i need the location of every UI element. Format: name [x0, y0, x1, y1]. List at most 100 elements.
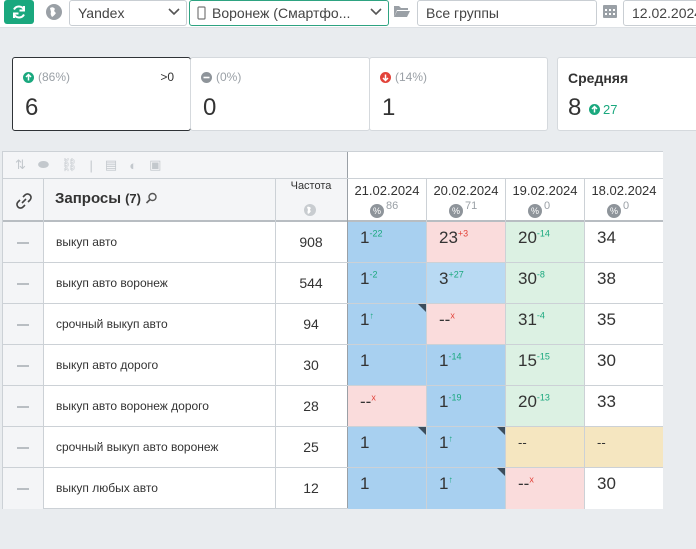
stat-same-percent: (0%) [216, 70, 242, 84]
position-cell[interactable]: 20-13 [506, 386, 584, 427]
position-cell[interactable]: 1-19 [427, 386, 505, 427]
row-collapse-handle[interactable] [3, 468, 43, 509]
position-cell[interactable]: 34 [585, 222, 663, 263]
position-cell[interactable]: -- [585, 427, 663, 468]
average-change: 27 [603, 102, 618, 117]
position-cell[interactable]: 3+27 [427, 263, 505, 304]
table-toolbar: ⇅ ⬬ ⛓ | ▤ ◐ ▣ [3, 152, 347, 179]
globe-icon [46, 4, 62, 20]
search-icon[interactable] [145, 192, 158, 205]
stat-up-percent: (86%) [38, 70, 71, 84]
stat-down-value: 1 [382, 94, 396, 121]
date-column-1[interactable]: 20.02.2024 % 71 [427, 179, 505, 221]
stat-up-value: 6 [25, 94, 39, 121]
queries-header[interactable]: Запросы (7) [55, 190, 158, 207]
row-collapse-handle[interactable] [3, 345, 43, 386]
position-cell[interactable]: 1 [348, 468, 426, 509]
link-icon[interactable] [15, 192, 33, 210]
query-text: срочный выкуп авто [56, 317, 168, 331]
query-frequency: 25 [303, 439, 319, 455]
arrow-up-icon [589, 104, 600, 115]
export-icon[interactable]: ▤ [104, 157, 118, 172]
row-collapse-handle[interactable] [3, 304, 43, 345]
position-cell[interactable]: --x [348, 386, 426, 427]
stat-card-down[interactable]: (14%) 1 [369, 57, 548, 131]
stat-card-average[interactable]: Средняя 8 27 [557, 57, 696, 131]
region-select[interactable]: Воронеж (Смартфо... [189, 0, 389, 26]
position-cell[interactable]: --x [427, 304, 505, 345]
table-row[interactable]: выкуп авто воронеж дорого 28 --x 1-19 20… [3, 386, 663, 427]
row-collapse-handle[interactable] [3, 427, 43, 468]
date-column-0[interactable]: 21.02.2024 % 86 [348, 179, 426, 221]
search-engine-value: Yandex [78, 5, 125, 21]
position-cell[interactable]: 20-14 [506, 222, 584, 263]
group-select[interactable]: Все группы [417, 0, 597, 26]
position-cell[interactable]: 1↑ [427, 468, 505, 509]
table-row[interactable]: выкуп любых авто 12 1 1↑ --x 30 [3, 468, 663, 509]
position-cell[interactable]: 1-14 [427, 345, 505, 386]
date-column-2[interactable]: 19.02.2024 % 0 [506, 179, 584, 221]
position-cell[interactable]: 1↑ [427, 427, 505, 468]
table-row[interactable]: выкуп авто воронеж 544 1-2 3+27 30-8 38 [3, 263, 663, 304]
row-collapse-handle[interactable] [3, 263, 43, 304]
toggle-icon[interactable]: ⬬ [37, 157, 50, 172]
table-row[interactable]: выкуп авто 908 1-22 23+3 20-14 34 [3, 222, 663, 263]
position-cell[interactable]: 38 [585, 263, 663, 304]
search-engine-select[interactable]: Yandex [69, 0, 187, 26]
date-percent: 71 [465, 200, 478, 212]
position-cell[interactable]: --x [506, 468, 584, 509]
query-text: выкуп авто воронеж [56, 276, 168, 290]
link-icon[interactable]: ⛓ [61, 157, 78, 172]
query-text: выкуп любых авто [56, 481, 158, 495]
position-cell[interactable]: -- [506, 427, 584, 468]
position-cell[interactable]: 30 [585, 345, 663, 386]
table-row[interactable]: срочный выкуп авто воронеж 25 1 1↑ -- -- [3, 427, 663, 468]
stat-card-up[interactable]: (86%) >0 6 [12, 57, 191, 131]
contrast-icon[interactable]: ◐ [129, 157, 138, 173]
date-header: 21.02.2024 [354, 183, 420, 198]
queries-label: Запросы [55, 190, 122, 207]
date-header: 20.02.2024 [433, 183, 499, 198]
position-cell[interactable]: 1-22 [348, 222, 426, 263]
position-cell[interactable]: 1 [348, 345, 426, 386]
query-text: выкуп авто воронеж дорого [56, 399, 209, 413]
row-collapse-handle[interactable] [3, 386, 43, 427]
arrow-down-icon [380, 71, 391, 83]
calendar-icon [603, 5, 617, 18]
image-icon[interactable]: ▣ [149, 157, 162, 172]
position-cell[interactable]: 23+3 [427, 222, 505, 263]
query-frequency: 30 [303, 357, 319, 373]
percent-icon: % [370, 204, 384, 218]
sort-icon[interactable]: ⇅ [15, 157, 26, 172]
date-column-3[interactable]: 18.02.2024 % 0 [585, 179, 663, 221]
query-frequency: 28 [303, 398, 319, 414]
average-title: Средняя [568, 70, 629, 86]
percent-icon: % [528, 204, 542, 218]
table-row[interactable]: выкуп авто дорого 30 1 1-14 15-15 30 [3, 345, 663, 386]
position-cell[interactable]: 33 [585, 386, 663, 427]
position-cell[interactable]: 30 [585, 468, 663, 509]
position-cell[interactable]: 1-2 [348, 263, 426, 304]
position-cell[interactable]: 30-8 [506, 263, 584, 304]
stat-up-threshold: >0 [160, 70, 174, 84]
row-collapse-handle[interactable] [3, 222, 43, 263]
position-cell[interactable]: 1↑ [348, 304, 426, 345]
query-text: выкуп авто дорого [56, 358, 159, 372]
query-frequency: 908 [299, 234, 323, 250]
date-value: 12.02.2024 [632, 5, 696, 21]
frequency-header[interactable]: Частота [290, 180, 332, 192]
positions-table: ⇅ ⬬ ⛓ | ▤ ◐ ▣ Запросы (7) Частота 21.02.… [2, 151, 663, 509]
average-value: 8 [568, 94, 582, 121]
date-input[interactable]: 12.02.2024 [623, 0, 696, 26]
query-text: срочный выкуп авто воронеж [56, 440, 219, 454]
position-cell[interactable]: 31-4 [506, 304, 584, 345]
position-cell[interactable]: 15-15 [506, 345, 584, 386]
table-row[interactable]: срочный выкуп авто 94 1↑ --x 31-4 35 [3, 304, 663, 345]
position-cell[interactable]: 35 [585, 304, 663, 345]
stat-card-same[interactable]: (0%) 0 [190, 57, 370, 131]
position-cell[interactable]: 1 [348, 427, 426, 468]
refresh-button[interactable] [4, 0, 34, 24]
query-frequency: 94 [303, 316, 319, 332]
globe-icon [304, 204, 316, 216]
date-percent: 0 [623, 200, 630, 212]
